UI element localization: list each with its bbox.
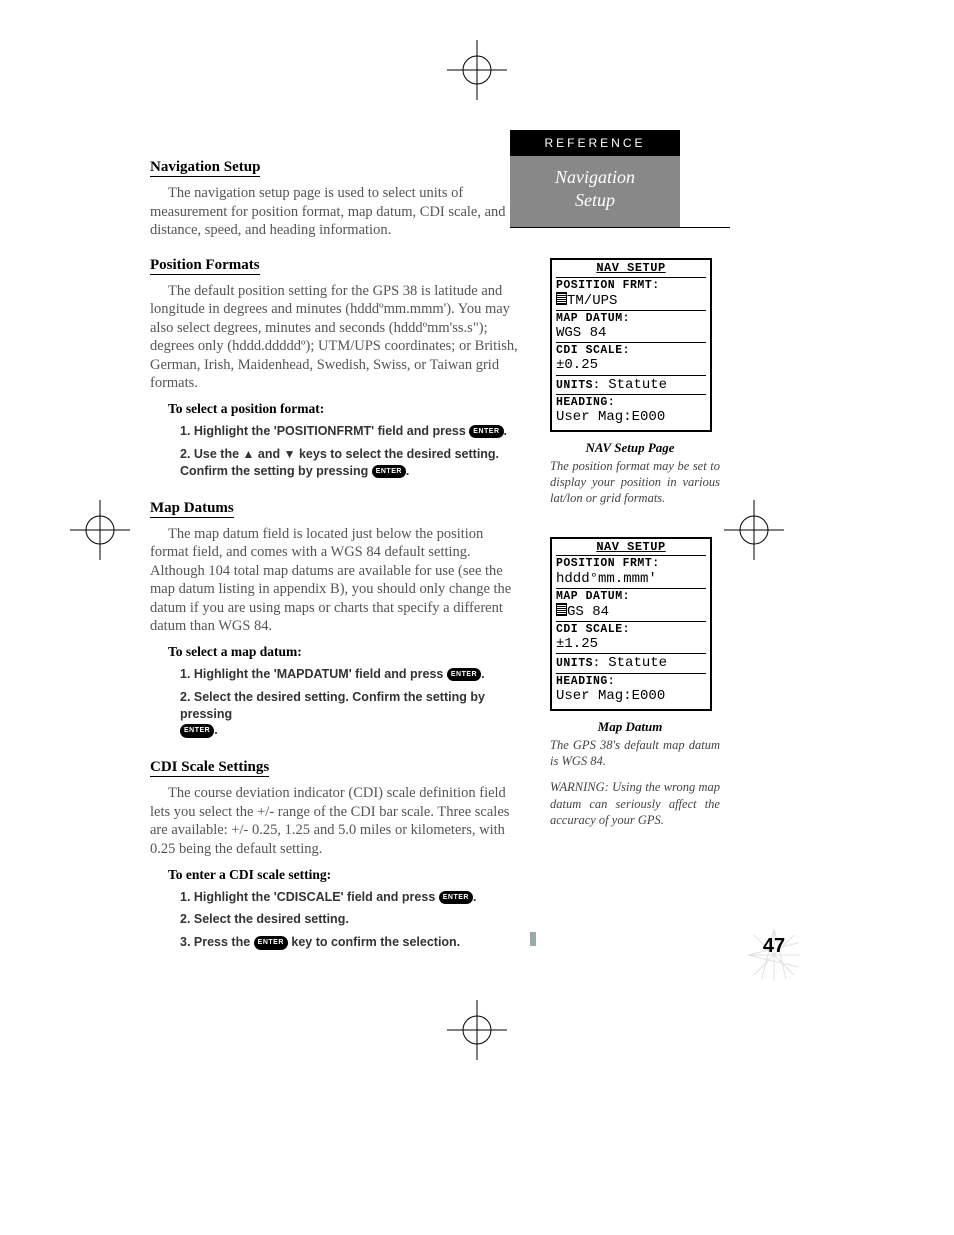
registration-mark-top <box>447 40 507 100</box>
lcd-screenshot-nav-setup: NAV SETUP POSITION FRMT: TM/UPS MAP DATU… <box>550 258 712 432</box>
step-cdi-1: 1. Highlight the 'CDISCALE' field and pr… <box>180 889 520 906</box>
heading-cdi-scale: CDI Scale Settings <box>150 759 269 777</box>
lcd-label: POSITION FRMT: <box>556 557 706 570</box>
lcd-value: GS 84 <box>556 603 706 620</box>
step-text: key to confirm the selection. <box>288 935 460 949</box>
step-datum-1: 1. Highlight the 'MAPDATUM' field and pr… <box>180 666 520 683</box>
lcd-label: POSITION FRMT: <box>556 279 706 292</box>
subheading-select-position-format: To select a position format: <box>168 401 520 417</box>
enter-key-icon: ENTER <box>447 668 481 681</box>
lcd-value: User Mag:E000 <box>556 688 706 704</box>
lcd-label: UNITS: <box>556 379 600 392</box>
lcd-label: HEADING: <box>556 675 706 688</box>
lcd-label: HEADING: <box>556 396 706 409</box>
body-navigation-setup: The navigation setup page is used to sel… <box>150 184 520 240</box>
caption-title-nav-setup: NAV NAV Setup PageSetup Page <box>550 440 710 456</box>
lcd-value: ±1.25 <box>556 636 706 652</box>
body-position-formats: The default position setting for the GPS… <box>150 282 520 393</box>
main-text-column: Navigation Setup The navigation setup pa… <box>150 145 520 957</box>
caption-nav-setup: The position format may be set to displa… <box>550 458 720 507</box>
enter-key-icon: ENTER <box>469 425 503 438</box>
cursor-icon <box>556 292 567 305</box>
lcd-screenshot-map-datum: NAV SETUP POSITION FRMT: hddd°mm.mmm' MA… <box>550 537 712 711</box>
enter-key-icon: ENTER <box>439 891 473 904</box>
lcd-value: User Mag:E000 <box>556 409 706 425</box>
arrow-down-icon: ▼ <box>284 446 296 462</box>
cursor-icon <box>556 603 567 616</box>
reference-tab: REFERENCE <box>510 130 680 156</box>
lcd-value: TM/UPS <box>556 292 706 309</box>
step-cdi-3: 3. Press the ENTER key to confirm the se… <box>180 934 520 951</box>
heading-map-datums: Map Datums <box>150 500 234 518</box>
enter-key-icon: ENTER <box>372 465 406 478</box>
page-number: 47 <box>754 935 794 958</box>
step-datum-2: 2. Select the desired setting. Confirm t… <box>180 689 520 740</box>
lcd-value: WGS 84 <box>556 325 706 341</box>
lcd-label: CDI SCALE: <box>556 623 706 636</box>
margin-tick <box>530 932 536 946</box>
lcd-value: Statute <box>608 655 667 671</box>
step-text: 1. Highlight the 'CDISCALE' field and pr… <box>180 890 439 904</box>
step-text: 1. Highlight the 'MAPDATUM' field and pr… <box>180 667 447 681</box>
heading-position-formats: Position Formats <box>150 257 260 275</box>
step-text: 3. Press the <box>180 935 254 949</box>
section-tab: Navigation Setup <box>510 156 680 228</box>
caption-title-map-datum: Map Datum <box>550 719 710 735</box>
lcd-title: NAV SETUP <box>556 541 706 555</box>
lcd-title: NAV SETUP <box>556 262 706 276</box>
lcd-label: MAP DATUM: <box>556 590 706 603</box>
step-period: . <box>214 723 217 737</box>
body-map-datums: The map datum field is located just belo… <box>150 525 520 636</box>
page-number-value: 47 <box>754 935 794 958</box>
lcd-value-text: GS 84 <box>567 604 609 620</box>
heading-navigation-setup: Navigation Setup <box>150 159 260 177</box>
step-period: . <box>473 890 476 904</box>
step-posfmt-2: 2. Use the ▲ and ▼ keys to select the de… <box>180 446 520 480</box>
step-period: . <box>504 424 507 438</box>
lcd-value: hddd°mm.mmm' <box>556 571 706 587</box>
step-posfmt-1: 1. Highlight the 'POSITIONFRMT' field an… <box>180 423 520 440</box>
enter-key-icon: ENTER <box>180 724 214 737</box>
body-cdi-scale: The course deviation indicator (CDI) sca… <box>150 784 520 858</box>
registration-mark-bottom <box>447 1000 507 1060</box>
registration-mark-left <box>70 500 130 560</box>
caption-map-datum-1: The GPS 38's default map datum is WGS 84… <box>550 737 720 770</box>
step-text: 2. Select the desired setting. Confirm t… <box>180 690 485 721</box>
lcd-label: MAP DATUM: <box>556 312 706 325</box>
lcd-label: CDI SCALE: <box>556 344 706 357</box>
lcd-label: UNITS: <box>556 657 600 670</box>
caption-map-datum-warning: WARNING: Using the wrong map datum can s… <box>550 779 720 828</box>
lcd-value-text: TM/UPS <box>567 293 617 309</box>
sidebar-column: REFERENCE Navigation Setup NAV SETUP POS… <box>550 130 800 828</box>
step-text: 2. Use the <box>180 447 243 461</box>
step-text: 1. Highlight the 'POSITIONFRMT' field an… <box>180 424 469 438</box>
section-tab-line2: Setup <box>575 190 615 210</box>
lcd-value: ±0.25 <box>556 357 706 373</box>
step-cdi-2: 2. Select the desired setting. <box>180 911 520 928</box>
subheading-select-map-datum: To select a map datum: <box>168 644 520 660</box>
section-tab-line1: Navigation <box>555 167 635 187</box>
step-period: . <box>406 464 409 478</box>
step-period: . <box>481 667 484 681</box>
arrow-up-icon: ▲ <box>243 446 255 462</box>
lcd-value: Statute <box>608 377 667 393</box>
step-text: and <box>254 447 283 461</box>
enter-key-icon: ENTER <box>254 936 288 949</box>
subheading-enter-cdi-scale: To enter a CDI scale setting: <box>168 867 520 883</box>
